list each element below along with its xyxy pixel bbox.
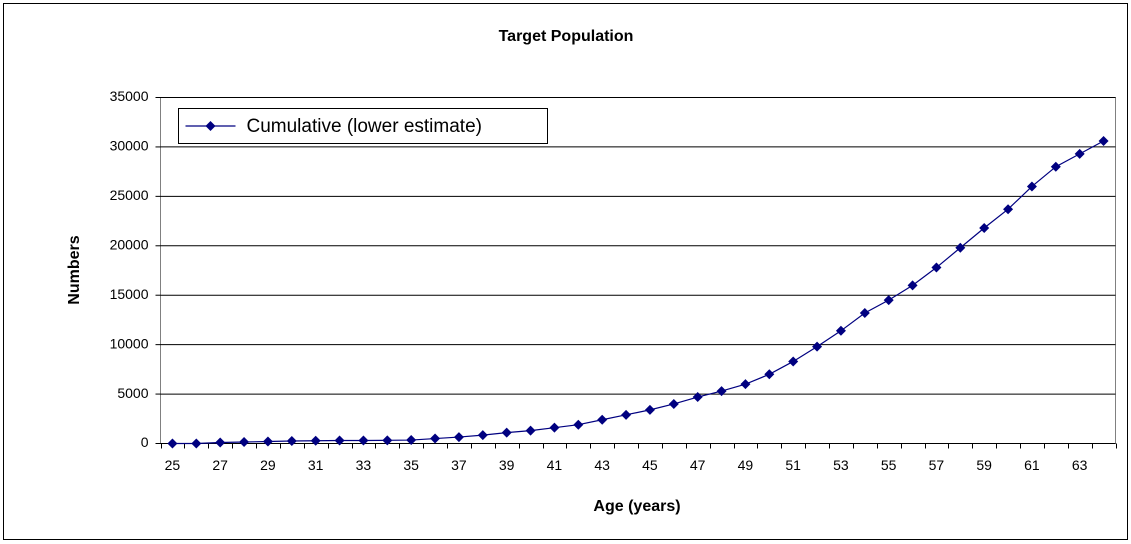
data-point bbox=[835, 325, 846, 336]
x-tick-label: 63 bbox=[1072, 457, 1088, 473]
data-point bbox=[477, 430, 488, 441]
x-tick-label: 43 bbox=[594, 457, 610, 473]
data-point bbox=[167, 438, 178, 449]
y-tick-label: 10000 bbox=[110, 335, 149, 351]
data-point bbox=[525, 425, 536, 436]
plot-area bbox=[160, 97, 1116, 444]
x-tick-label: 45 bbox=[642, 457, 658, 473]
data-point bbox=[692, 392, 703, 403]
data-point bbox=[955, 242, 966, 253]
data-point bbox=[931, 262, 942, 273]
x-axis-label: Age (years) bbox=[593, 498, 680, 515]
legend-marker bbox=[205, 121, 216, 131]
x-tick-label: 29 bbox=[260, 457, 276, 473]
data-point bbox=[286, 436, 297, 447]
data-point bbox=[883, 295, 894, 306]
data-point bbox=[334, 435, 345, 446]
y-axis-label: Numbers bbox=[66, 235, 83, 304]
y-tick-label: 0 bbox=[141, 434, 149, 450]
data-point bbox=[716, 386, 727, 397]
data-point bbox=[310, 435, 321, 446]
data-point bbox=[1098, 135, 1109, 146]
data-point bbox=[644, 404, 655, 415]
data-point bbox=[740, 379, 751, 390]
data-point bbox=[382, 435, 393, 446]
data-point bbox=[812, 341, 823, 352]
x-tick-label: 27 bbox=[212, 457, 228, 473]
data-point bbox=[597, 414, 608, 425]
x-tick-label: 35 bbox=[403, 457, 419, 473]
data-point bbox=[573, 419, 584, 430]
data-point bbox=[859, 308, 870, 319]
x-tick-label: 51 bbox=[785, 457, 801, 473]
y-tick-label: 5000 bbox=[117, 385, 148, 401]
data-point bbox=[430, 433, 441, 444]
x-tick-label: 59 bbox=[976, 457, 992, 473]
data-point bbox=[501, 427, 512, 438]
data-point bbox=[1050, 161, 1061, 172]
x-tick-label: 25 bbox=[165, 457, 181, 473]
data-point bbox=[215, 437, 226, 448]
data-point bbox=[262, 436, 273, 447]
chart-title: Target Population bbox=[499, 28, 634, 45]
x-tick-label: 57 bbox=[929, 457, 945, 473]
x-tick-label: 41 bbox=[547, 457, 563, 473]
data-point bbox=[907, 280, 918, 291]
data-point bbox=[549, 422, 560, 433]
y-tick-label: 35000 bbox=[110, 88, 149, 104]
data-point bbox=[1026, 181, 1037, 192]
x-tick-label: 33 bbox=[356, 457, 372, 473]
data-point bbox=[191, 438, 202, 449]
data-point bbox=[1003, 204, 1014, 215]
data-point bbox=[1074, 148, 1085, 159]
data-point bbox=[979, 222, 990, 233]
x-tick-label: 55 bbox=[881, 457, 897, 473]
data-point bbox=[764, 369, 775, 380]
legend-box bbox=[178, 108, 548, 144]
data-point bbox=[239, 437, 250, 448]
y-tick-label: 20000 bbox=[110, 236, 149, 252]
x-tick-label: 47 bbox=[690, 457, 706, 473]
x-tick-label: 61 bbox=[1024, 457, 1040, 473]
legend-label: Cumulative (lower estimate) bbox=[247, 116, 482, 137]
data-point bbox=[668, 398, 679, 409]
x-tick-label: 53 bbox=[833, 457, 849, 473]
y-tick-label: 30000 bbox=[110, 138, 149, 154]
x-tick-label: 31 bbox=[308, 457, 324, 473]
data-point bbox=[621, 409, 632, 420]
data-point bbox=[788, 356, 799, 367]
data-point bbox=[406, 435, 417, 446]
y-tick-label: 15000 bbox=[110, 286, 149, 302]
data-point bbox=[358, 435, 369, 446]
data-point bbox=[453, 432, 464, 443]
x-tick-label: 39 bbox=[499, 457, 515, 473]
x-tick-label: 49 bbox=[738, 457, 754, 473]
x-tick-label: 37 bbox=[451, 457, 467, 473]
series-line bbox=[172, 140, 1104, 445]
y-tick-label: 25000 bbox=[110, 187, 149, 203]
